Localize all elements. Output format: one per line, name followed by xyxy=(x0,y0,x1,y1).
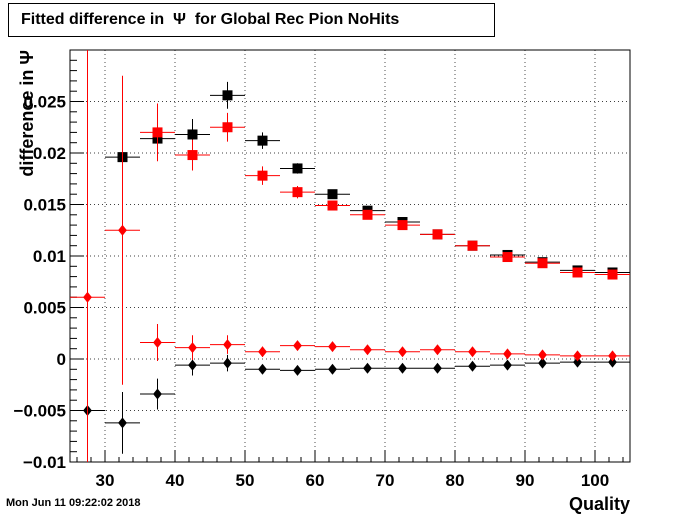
data-point-square xyxy=(292,187,303,198)
data-point-diamond xyxy=(328,341,337,353)
y-tick-label: −0.01 xyxy=(23,453,66,472)
x-tick-label: 30 xyxy=(96,471,115,490)
data-point-square xyxy=(292,163,303,174)
data-point-diamond xyxy=(573,356,582,368)
data-point-square xyxy=(327,200,338,211)
data-point-diamond xyxy=(608,356,617,368)
data-point-diamond xyxy=(398,346,407,358)
data-point-diamond xyxy=(188,359,197,371)
data-point-diamond xyxy=(118,224,127,236)
data-point-diamond xyxy=(433,362,442,374)
data-point-square xyxy=(187,129,198,140)
data-point-square xyxy=(187,150,198,161)
y-tick-label: −0.005 xyxy=(14,402,66,421)
x-tick-label: 100 xyxy=(581,471,609,490)
data-point-square xyxy=(537,258,548,269)
x-tick-label: 90 xyxy=(516,471,535,490)
data-point-diamond xyxy=(293,340,302,352)
y-tick-label: 0.025 xyxy=(23,93,66,112)
data-point-square xyxy=(432,229,443,240)
data-point-diamond xyxy=(538,357,547,369)
data-point-square xyxy=(257,135,268,146)
data-point-diamond xyxy=(398,362,407,374)
data-point-diamond xyxy=(83,291,92,303)
data-point-diamond xyxy=(328,363,337,375)
data-point-diamond xyxy=(258,346,267,358)
x-axis-label: Quality xyxy=(569,494,630,514)
data-point-diamond xyxy=(258,363,267,375)
y-tick-label: 0.015 xyxy=(23,196,66,215)
data-point-diamond xyxy=(503,348,512,360)
data-point-square xyxy=(397,220,408,231)
y-axis-label: difference in Ψ xyxy=(17,50,37,177)
data-point-diamond xyxy=(363,344,372,356)
x-tick-label: 60 xyxy=(306,471,325,490)
data-point-square xyxy=(502,252,513,263)
data-point-diamond xyxy=(153,388,162,400)
data-point-square xyxy=(607,269,618,280)
data-point-diamond xyxy=(538,349,547,361)
x-tick-label: 80 xyxy=(446,471,465,490)
data-point-diamond xyxy=(503,359,512,371)
y-tick-label: 0.02 xyxy=(33,144,66,163)
data-point-diamond xyxy=(363,362,372,374)
data-point-square xyxy=(257,170,268,181)
x-tick-label: 40 xyxy=(166,471,185,490)
y-tick-label: 0 xyxy=(57,350,66,369)
data-point-diamond xyxy=(223,357,232,369)
data-point-diamond xyxy=(573,350,582,362)
data-point-diamond xyxy=(468,346,477,358)
data-point-diamond xyxy=(293,364,302,376)
data-point-square xyxy=(152,127,163,138)
data-point-diamond xyxy=(608,350,617,362)
data-point-square xyxy=(222,122,233,133)
y-tick-label: 0.005 xyxy=(23,299,66,318)
data-point-diamond xyxy=(118,417,127,429)
data-point-square xyxy=(467,240,478,251)
chart-title: Fitted difference in Ψ for Global Rec Pi… xyxy=(8,3,495,37)
data-point-diamond xyxy=(468,360,477,372)
data-point-square xyxy=(362,209,373,220)
y-tick-label: 0.01 xyxy=(33,247,66,266)
data-point-diamond xyxy=(188,342,197,354)
x-tick-label: 50 xyxy=(236,471,255,490)
timestamp-label: Mon Jun 11 09:22:02 2018 xyxy=(6,497,141,509)
data-point-square xyxy=(572,267,583,278)
data-point-square xyxy=(327,189,338,200)
data-point-square xyxy=(222,90,233,101)
data-point-diamond xyxy=(433,344,442,356)
data-point-diamond xyxy=(223,339,232,351)
x-tick-label: 70 xyxy=(376,471,395,490)
data-point-diamond xyxy=(153,337,162,349)
